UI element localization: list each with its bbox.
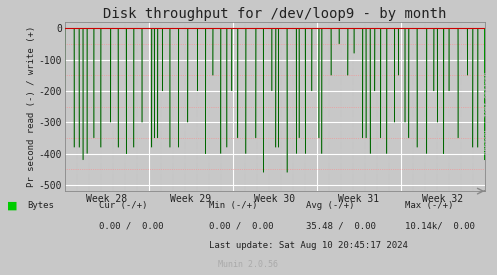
Text: Min (-/+): Min (-/+) (209, 201, 257, 210)
Text: Munin 2.0.56: Munin 2.0.56 (219, 260, 278, 269)
Text: 0.00 /  0.00: 0.00 / 0.00 (99, 221, 164, 230)
Text: ■: ■ (7, 201, 18, 211)
Text: Avg (-/+): Avg (-/+) (306, 201, 354, 210)
Title: Disk throughput for /dev/loop9 - by month: Disk throughput for /dev/loop9 - by mont… (103, 7, 446, 21)
Y-axis label: Pr second read (-) / write (+): Pr second read (-) / write (+) (26, 26, 36, 187)
Text: RRDTOOL / TOBI OETIKER: RRDTOOL / TOBI OETIKER (485, 72, 490, 154)
Text: Max (-/+): Max (-/+) (405, 201, 453, 210)
Text: 0.00 /  0.00: 0.00 / 0.00 (209, 221, 273, 230)
Text: Last update: Sat Aug 10 20:45:17 2024: Last update: Sat Aug 10 20:45:17 2024 (209, 241, 408, 250)
Text: Bytes: Bytes (27, 201, 54, 210)
Text: 10.14k/  0.00: 10.14k/ 0.00 (405, 221, 475, 230)
Text: Cur (-/+): Cur (-/+) (99, 201, 148, 210)
Text: 35.48 /  0.00: 35.48 / 0.00 (306, 221, 376, 230)
